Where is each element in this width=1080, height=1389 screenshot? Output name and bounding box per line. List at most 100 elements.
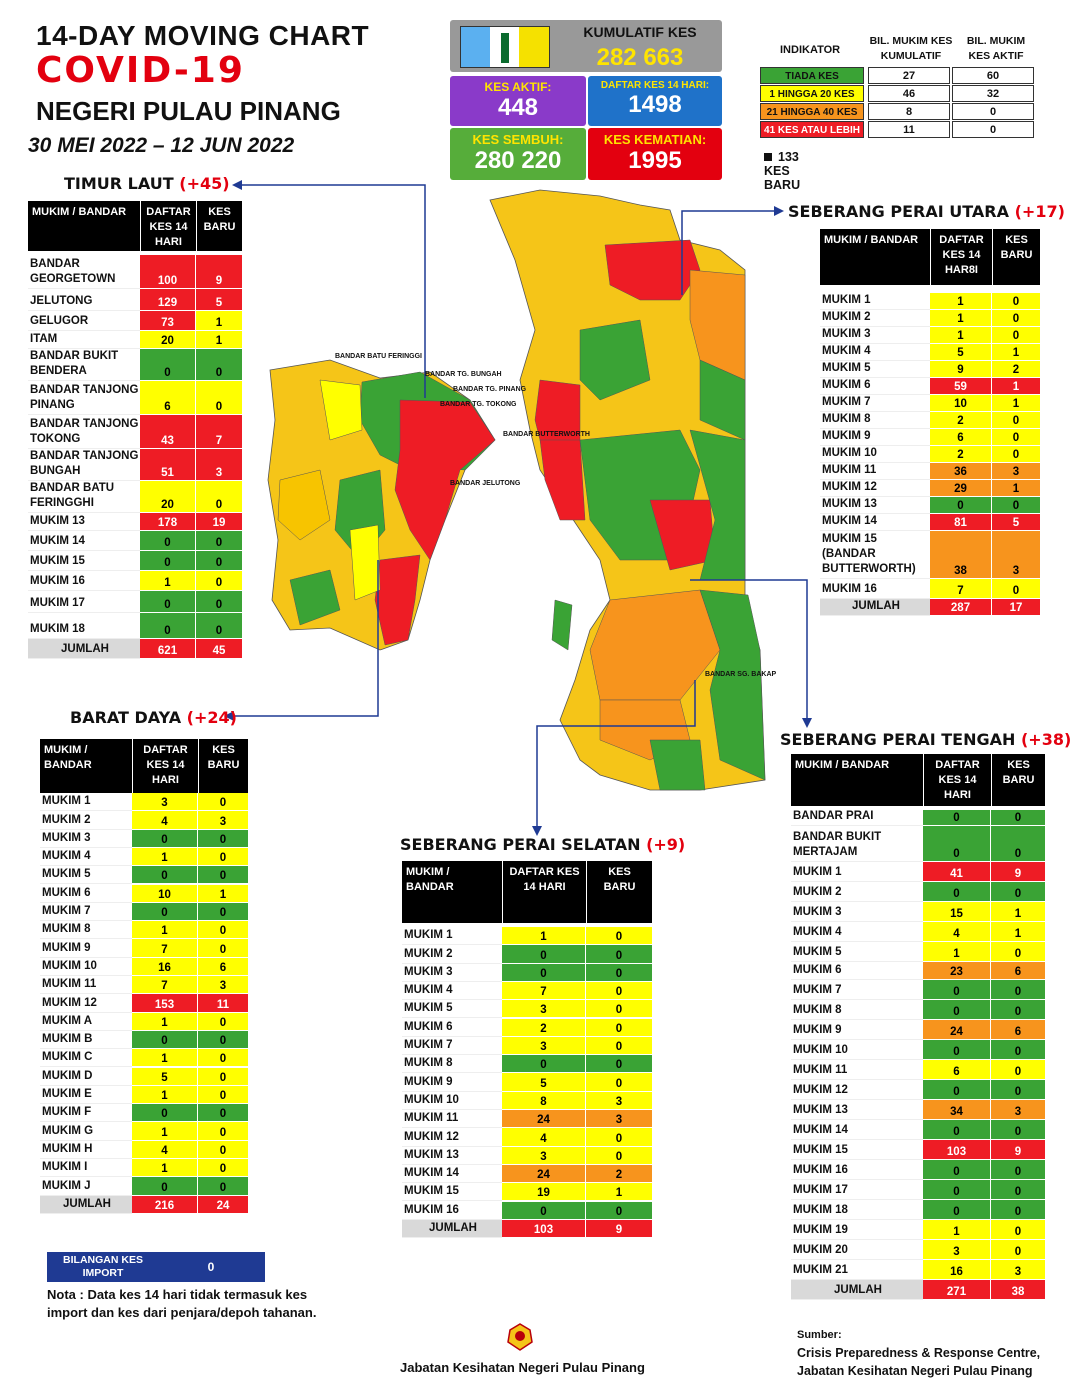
table-cell-daftar: 1 <box>923 942 990 961</box>
table-cell-baru: 0 <box>992 579 1040 598</box>
table-cell-baru: 0 <box>198 793 248 811</box>
table-row-name: MUKIM 15 <box>28 551 140 571</box>
table-row-name: MUKIM 13 <box>402 1146 502 1165</box>
table-cell-daftar: 0 <box>923 1200 990 1219</box>
source: Sumber: Crisis Preparedness & Response C… <box>797 1326 1040 1380</box>
table-header-daftar: DAFTAR KES 14 HARI <box>923 754 991 806</box>
table-row-name: MUKIM D <box>40 1067 132 1086</box>
table-cell-baru: 1 <box>586 1183 652 1201</box>
table-row-name: MUKIM 7 <box>40 902 132 922</box>
table-cell-daftar: 0 <box>140 551 195 570</box>
mainland-map <box>489 189 766 791</box>
map-label-jelutong: BANDAR JELUTONG <box>450 480 521 487</box>
table-row-name: MUKIM 4 <box>820 344 930 361</box>
sps-title: SEBERANG PERAI SELATAN (+9) <box>400 835 686 854</box>
table-cell-daftar: 0 <box>923 882 990 901</box>
table-row-name: MUKIM 6 <box>791 962 923 980</box>
table-row-name: MUKIM 13 <box>820 497 930 514</box>
table-cell-baru: 0 <box>991 1120 1045 1139</box>
table-row-name: MUKIM 1 <box>402 927 502 946</box>
table-cell-baru: 0 <box>196 571 242 590</box>
table-row-name: MUKIM 10 <box>820 446 930 463</box>
table-cell-daftar: 100 <box>140 255 195 288</box>
table-cell-daftar: 178 <box>140 513 195 530</box>
table-cell-daftar: 1 <box>930 293 991 309</box>
table-cell-baru: 0 <box>991 1240 1045 1259</box>
map-label-butterworth: BANDAR BUTTERWORTH <box>503 431 590 438</box>
table-cell-baru: 0 <box>586 945 652 963</box>
table-cell-daftar: 3 <box>132 793 197 811</box>
table-cell-baru: 2 <box>586 1164 652 1183</box>
map-label-bakap: BANDAR SG. BAKAP <box>705 671 777 678</box>
table-cell-daftar: 4 <box>923 922 990 941</box>
table-cell-daftar: 3 <box>502 1036 585 1055</box>
table-row-name: MUKIM 16 <box>791 1160 923 1180</box>
table-cell-baru: 1 <box>991 902 1045 921</box>
table-cell-daftar: 0 <box>132 1030 197 1049</box>
table-total-daftar: 103 <box>502 1219 585 1238</box>
table-cell-daftar: 0 <box>923 980 990 999</box>
indikator-aktif-value: 60 <box>952 67 1034 84</box>
penang-island <box>267 359 496 651</box>
table-cell-daftar: 0 <box>923 1040 990 1059</box>
table-row-name: MUKIM 20 <box>791 1240 923 1260</box>
indikator-aktif-value: 0 <box>952 103 1034 120</box>
table-header-baru: KES BARU <box>991 754 1045 806</box>
table-cell-baru: 0 <box>991 826 1045 861</box>
table-row-name: MUKIM 17 <box>791 1180 923 1200</box>
table-row-name: MUKIM 11 <box>402 1110 502 1129</box>
table-cell-baru: 3 <box>992 463 1040 479</box>
table-cell-daftar: 10 <box>930 395 991 411</box>
indikator-head: INDIKATOR <box>780 44 841 56</box>
table-cell-baru: 0 <box>198 1067 248 1085</box>
table-cell-daftar: 1 <box>132 921 197 939</box>
table-total-label: JUMLAH <box>791 1280 923 1300</box>
table-cell-daftar: 6 <box>930 429 991 445</box>
table-cell-daftar: 7 <box>132 976 197 994</box>
table-row-name: MUKIM 3 <box>402 963 502 982</box>
table-cell-baru: 0 <box>991 1200 1045 1219</box>
table-cell-baru: 3 <box>196 449 242 480</box>
table-total-baru: 45 <box>196 639 242 658</box>
table-cell-daftar: 29 <box>930 480 991 496</box>
table-row-name: BANDAR TANJONG PINANG <box>28 381 140 415</box>
table-cell-daftar: 0 <box>502 1055 585 1073</box>
table-row-name: MUKIM 14 <box>791 1120 923 1140</box>
table-cell-daftar: 51 <box>140 449 195 480</box>
table-row-name: BANDAR GEORGETOWN <box>28 255 140 289</box>
table-cell-baru: 0 <box>991 1000 1045 1019</box>
table-cell-baru: 0 <box>991 882 1045 901</box>
table-cell-baru: 0 <box>586 1201 652 1219</box>
table-row-name: MUKIM 15 <box>791 1140 923 1160</box>
table-row-name: MUKIM 14 <box>402 1164 502 1184</box>
table-cell-baru: 0 <box>991 810 1045 825</box>
table-row-name: MUKIM 6 <box>402 1018 502 1037</box>
table-cell-daftar: 0 <box>132 1104 197 1122</box>
table-cell-baru: 0 <box>196 349 242 380</box>
kematian-box: KES KEMATIAN: 1995 <box>588 128 722 180</box>
table-cell-baru: 6 <box>991 962 1045 979</box>
indikator-kumulatif-value: 27 <box>868 67 950 84</box>
table-header-daftar: DAFTAR KES 14 HARI <box>502 861 586 923</box>
table-cell-baru: 19 <box>196 513 242 530</box>
table-cell-baru: 1 <box>196 331 242 348</box>
indikator-label: 21 HINGGA 40 KES <box>760 103 864 120</box>
table-row-name: MUKIM 19 <box>791 1220 923 1240</box>
table-row-name: MUKIM 9 <box>791 1020 923 1040</box>
table-row-name: MUKIM E <box>40 1085 132 1105</box>
daftar-box: DAFTAR KES 14 HARI: 1498 <box>588 76 722 126</box>
table-row-name: MUKIM 13 <box>791 1100 923 1120</box>
table-cell-baru: 0 <box>991 1060 1045 1079</box>
table-row-name: MUKIM 5 <box>402 1000 502 1019</box>
table-cell-daftar: 103 <box>923 1140 990 1159</box>
table-cell-baru: 0 <box>992 293 1040 309</box>
table-cell-baru: 0 <box>586 1073 652 1091</box>
table-cell-baru: 0 <box>198 1104 248 1122</box>
table-cell-daftar: 1 <box>930 327 991 343</box>
table-cell-baru: 9 <box>991 1140 1045 1159</box>
table-cell-baru: 0 <box>198 921 248 939</box>
table-cell-baru: 0 <box>198 1122 248 1140</box>
table-cell-daftar: 1 <box>132 1159 197 1177</box>
table-cell-daftar: 20 <box>140 481 195 512</box>
table-row-name: MUKIM 18 <box>28 613 140 639</box>
